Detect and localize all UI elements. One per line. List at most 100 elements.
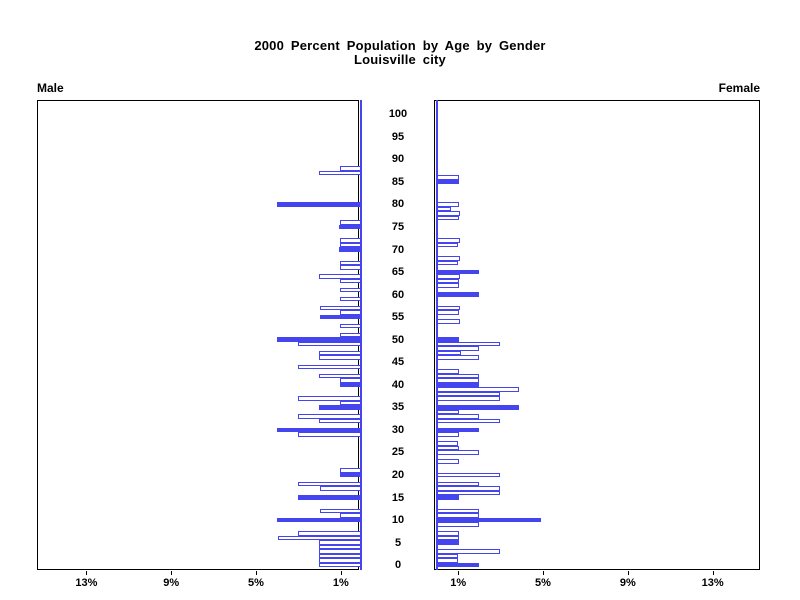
- male-bar-age-72: [339, 238, 362, 243]
- male-bar-age-64: [318, 274, 362, 279]
- male-bar-age-7: [298, 531, 362, 536]
- age-tick-label-65: 65: [391, 266, 405, 279]
- male-bar-age-46: [318, 355, 362, 360]
- male-bar-age-53: [339, 323, 362, 329]
- female-bar-age-77: [437, 215, 460, 221]
- female-bar-age-12: [437, 508, 480, 514]
- female-bar-age-71: [437, 242, 459, 248]
- age-tick-label-80: 80: [391, 198, 405, 211]
- male-bar-age-71: [339, 242, 362, 248]
- male-bar-age-37: [298, 396, 362, 401]
- female-bar-age-11: [437, 513, 480, 518]
- female-bar-age-38: [437, 391, 500, 397]
- female-axis-header: Female: [718, 81, 760, 95]
- female-bar-age-29: [437, 432, 460, 437]
- female-bar-age-72: [437, 238, 461, 243]
- female-bar-age-9: [437, 522, 480, 527]
- male-bar-age-44: [298, 364, 362, 369]
- male-bar-age-70: [338, 247, 362, 252]
- female-bar-age-1: [437, 558, 459, 563]
- male-tick-13: [86, 571, 88, 575]
- female-tick-1: [458, 571, 460, 575]
- female-bar-age-30: [437, 427, 480, 433]
- male-bar-age-33: [298, 414, 362, 419]
- female-bar-age-43: [437, 369, 460, 374]
- age-tick-label-50: 50: [391, 333, 405, 346]
- female-bar-age-20: [437, 472, 500, 478]
- male-bar-age-11: [339, 513, 362, 518]
- female-bar-age-56: [437, 310, 460, 315]
- female-bar-age-35: [437, 405, 519, 410]
- age-tick-label-40: 40: [391, 378, 405, 391]
- female-bar-age-15: [437, 495, 460, 500]
- male-tick-9: [171, 571, 173, 575]
- age-tick-label-100: 100: [388, 108, 408, 121]
- female-bar-age-37: [437, 396, 500, 401]
- male-bar-age-2: [318, 553, 362, 559]
- female-bar-age-7: [437, 531, 460, 536]
- female-bar-age-48: [437, 346, 480, 351]
- chart-title: 2000 Percent Population by Age by Gender…: [0, 39, 800, 67]
- male-axis-header: Male: [37, 81, 64, 95]
- male-plot-area: [37, 100, 359, 570]
- male-bar-age-41: [339, 378, 362, 383]
- female-bar-age-67: [437, 260, 459, 266]
- male-zero-axis-line: [360, 100, 362, 570]
- female-bar-age-10: [437, 517, 541, 523]
- male-bar-age-36: [339, 400, 362, 406]
- female-bar-age-86: [437, 175, 460, 180]
- male-bar-age-30: [277, 427, 362, 433]
- female-bar-age-32: [437, 418, 500, 424]
- male-tick-label-1: 1%: [332, 577, 349, 589]
- female-bar-age-3: [437, 549, 500, 554]
- female-bar-age-54: [437, 319, 461, 324]
- male-bar-age-61: [339, 287, 362, 293]
- male-bar-age-42: [318, 373, 362, 379]
- female-bar-age-41: [437, 378, 480, 383]
- male-bar-age-76: [339, 220, 362, 225]
- female-tick-label-5: 5%: [535, 577, 551, 589]
- female-tick-9: [627, 571, 629, 575]
- female-tick-label-9: 9%: [619, 577, 636, 589]
- female-bar-age-57: [437, 305, 461, 311]
- female-bar-age-23: [437, 459, 460, 464]
- age-tick-label-10: 10: [391, 514, 405, 527]
- female-tick-label-13: 13%: [701, 577, 724, 589]
- male-bar-age-0: [318, 562, 362, 568]
- male-bar-age-20: [339, 472, 362, 478]
- chart-title-line2: Louisville city: [354, 52, 446, 67]
- male-tick-5: [256, 571, 257, 575]
- age-tick-label-0: 0: [394, 559, 402, 572]
- male-bar-age-6: [278, 535, 362, 541]
- age-tick-label-35: 35: [391, 401, 405, 414]
- male-bar-age-5: [318, 540, 362, 545]
- female-bar-age-78: [437, 211, 461, 216]
- male-bar-age-40: [339, 382, 362, 388]
- age-tick-label-25: 25: [391, 446, 405, 459]
- male-bar-age-59: [339, 296, 362, 302]
- male-bar-age-67: [339, 260, 362, 266]
- female-bar-age-60: [437, 292, 480, 297]
- male-bar-age-49: [298, 341, 362, 347]
- male-bar-age-55: [319, 314, 362, 320]
- female-bar-age-5: [437, 540, 460, 545]
- chart-title-line1: 2000 Percent Population by Age by Gender: [254, 38, 546, 53]
- female-bar-age-62: [437, 283, 460, 288]
- male-bar-age-63: [339, 278, 362, 284]
- female-bar-age-64: [437, 274, 461, 279]
- female-bar-age-17: [437, 486, 500, 491]
- age-tick-label-90: 90: [391, 153, 405, 166]
- male-bar-age-10: [277, 517, 362, 523]
- male-bar-age-29: [298, 432, 362, 437]
- female-tick-13: [712, 571, 714, 575]
- female-bar-age-16: [437, 490, 500, 496]
- male-bar-age-21: [339, 468, 362, 473]
- female-tick-5: [543, 571, 544, 575]
- male-bar-age-66: [339, 265, 362, 270]
- female-bar-age-40: [437, 382, 480, 388]
- male-bar-age-15: [298, 495, 362, 500]
- male-bar-age-35: [318, 405, 362, 410]
- age-tick-label-20: 20: [391, 469, 405, 481]
- male-tick-label-13: 13%: [75, 577, 98, 589]
- age-tick-label-70: 70: [391, 243, 405, 256]
